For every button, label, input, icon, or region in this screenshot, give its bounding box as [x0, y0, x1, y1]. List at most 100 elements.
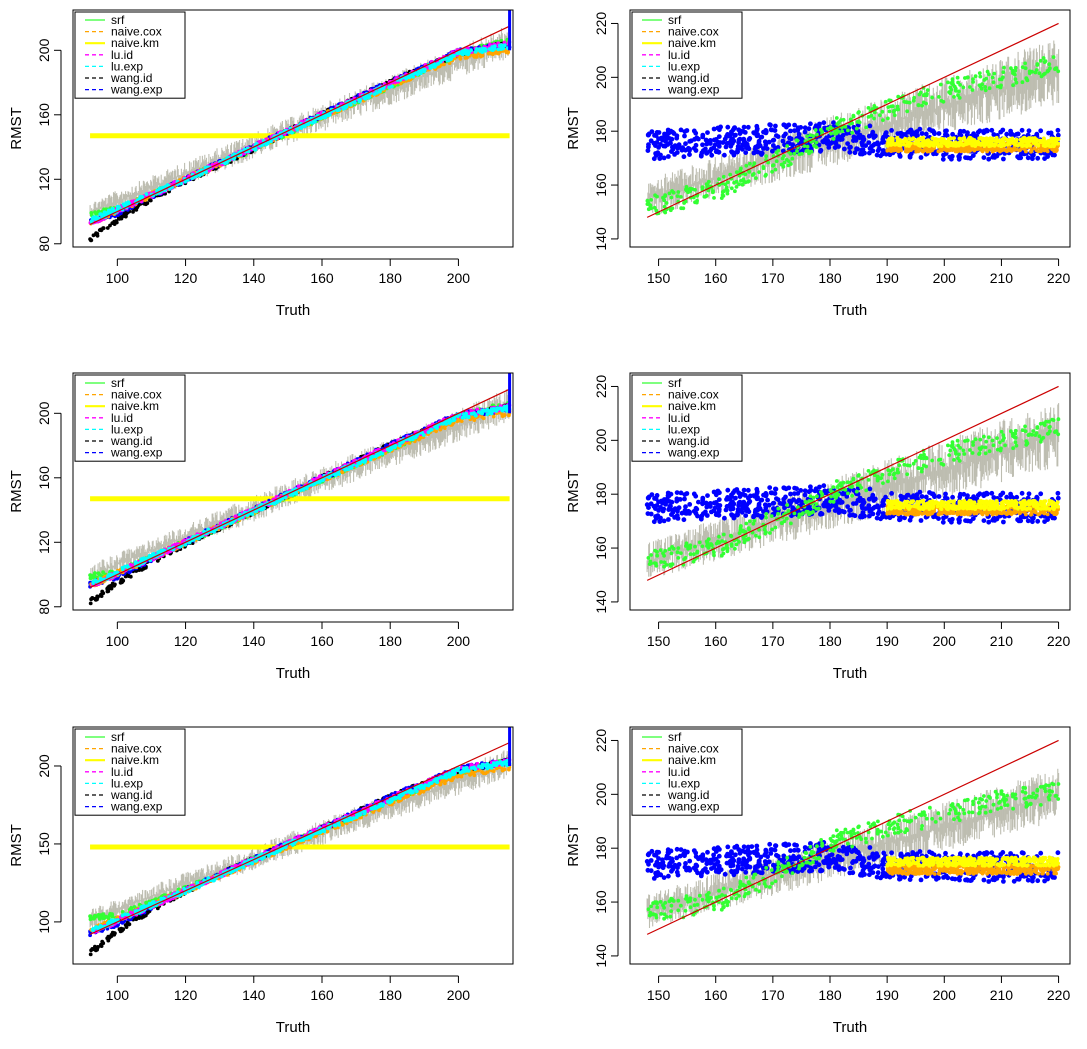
- point: [746, 146, 752, 152]
- point: [1039, 149, 1043, 154]
- point: [472, 54, 477, 59]
- point: [723, 144, 729, 150]
- point: [792, 122, 797, 128]
- point: [932, 144, 936, 148]
- legend-label: wang.exp: [110, 83, 163, 97]
- point: [936, 149, 941, 154]
- point: [1019, 127, 1025, 133]
- point: [363, 96, 368, 101]
- point: [1025, 155, 1031, 161]
- point: [896, 149, 901, 154]
- point: [860, 142, 865, 148]
- point: [918, 155, 924, 160]
- point: [711, 145, 717, 151]
- plot-area: [88, 10, 512, 243]
- point: [941, 152, 946, 158]
- point: [891, 141, 895, 146]
- point: [1052, 142, 1057, 147]
- point: [711, 126, 717, 132]
- point: [771, 137, 777, 143]
- point: [479, 48, 484, 53]
- point: [970, 140, 975, 145]
- point: [672, 152, 677, 157]
- point: [381, 86, 385, 91]
- y-tick-label: 160: [36, 103, 52, 127]
- point: [1017, 142, 1022, 146]
- legend-label: naive.km: [111, 36, 159, 50]
- point: [952, 95, 956, 99]
- point: [963, 76, 967, 80]
- point: [98, 212, 103, 217]
- point: [1001, 70, 1006, 75]
- point: [448, 56, 453, 61]
- point: [806, 126, 812, 132]
- point: [751, 150, 757, 156]
- point: [474, 47, 479, 51]
- point: [785, 144, 790, 148]
- point: [378, 89, 382, 94]
- point: [490, 51, 495, 56]
- point: [656, 145, 661, 150]
- point: [1030, 156, 1035, 162]
- point: [820, 139, 826, 144]
- point: [927, 148, 931, 153]
- point: [1051, 55, 1056, 59]
- legend-label: naive.cox: [111, 25, 162, 39]
- point: [979, 137, 984, 142]
- point: [718, 124, 723, 130]
- point: [755, 132, 760, 137]
- point: [432, 65, 437, 69]
- point: [669, 149, 674, 155]
- point: [1012, 146, 1017, 151]
- point: [995, 84, 1000, 89]
- point: [925, 143, 930, 148]
- x-tick-label: 180: [379, 270, 403, 286]
- point: [990, 136, 995, 141]
- point: [901, 139, 906, 144]
- point: [1056, 69, 1061, 74]
- point: [773, 123, 778, 129]
- point: [741, 124, 747, 130]
- point: [311, 120, 315, 125]
- point: [1049, 144, 1054, 149]
- point: [1025, 136, 1030, 141]
- point: [705, 183, 710, 188]
- point: [1052, 137, 1057, 141]
- point: [1031, 138, 1035, 143]
- series-identity: [89, 25, 510, 225]
- point: [676, 190, 681, 194]
- point: [290, 130, 294, 135]
- point: [795, 125, 801, 131]
- point: [1015, 131, 1021, 137]
- point: [1029, 148, 1034, 153]
- point: [694, 135, 700, 141]
- point: [940, 156, 946, 162]
- point: [773, 145, 778, 151]
- point: [303, 124, 307, 129]
- point: [742, 130, 748, 135]
- point: [950, 142, 954, 147]
- point: [829, 131, 833, 136]
- point: [500, 43, 505, 48]
- point: [704, 150, 709, 156]
- point: [144, 202, 148, 207]
- y-axis-label: RMST: [8, 107, 25, 150]
- point: [898, 146, 903, 151]
- point: [745, 124, 751, 130]
- point: [108, 223, 112, 228]
- point: [923, 131, 929, 137]
- point: [821, 120, 827, 126]
- point: [667, 136, 672, 141]
- point: [1050, 147, 1055, 152]
- point: [1056, 137, 1061, 141]
- point: [725, 191, 730, 196]
- point: [912, 146, 916, 151]
- point: [888, 147, 892, 152]
- point: [802, 129, 808, 135]
- point: [965, 75, 970, 80]
- point: [703, 146, 708, 152]
- point: [970, 143, 975, 148]
- point: [762, 139, 768, 145]
- point: [144, 192, 149, 197]
